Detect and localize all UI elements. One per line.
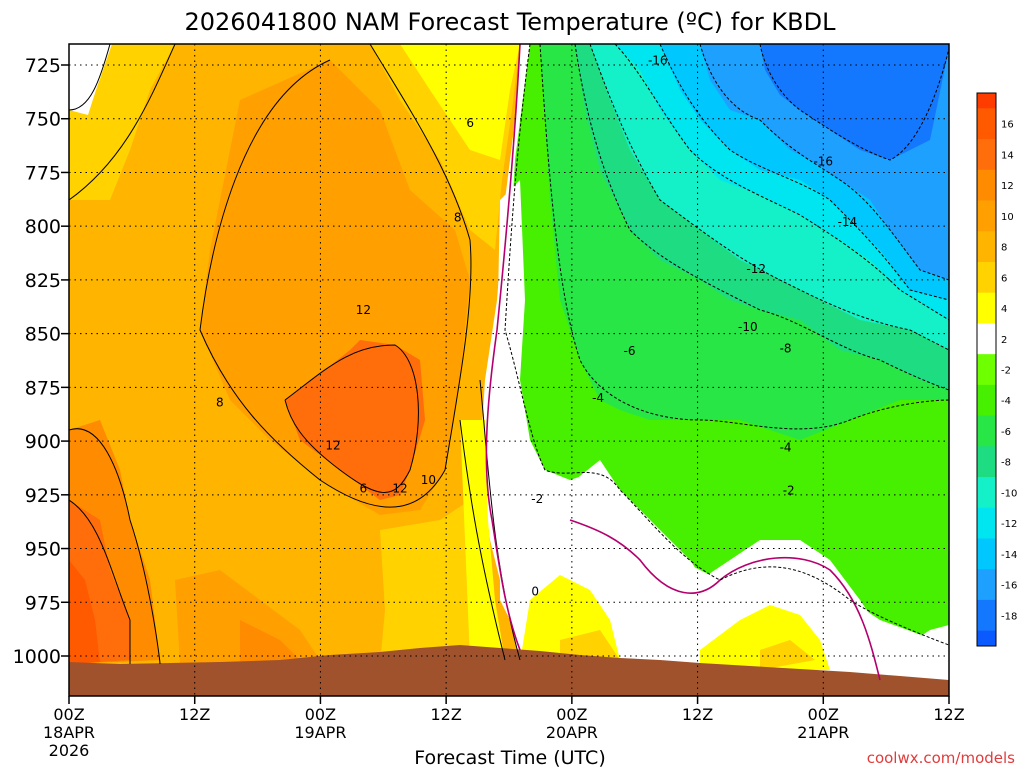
- contour-label: -2: [531, 492, 543, 506]
- y-tick-label: 800: [25, 216, 61, 238]
- colorbar-label: -14: [1001, 550, 1017, 561]
- colorbar-label: 6: [1001, 273, 1007, 284]
- colorbar-swatch: [977, 569, 996, 601]
- plot-frame: [68, 43, 950, 697]
- terrain: [69, 645, 949, 696]
- y-axis: 725 750 775 800 825 850 875 900 925 950 975 1000: [13, 55, 69, 668]
- colorbar-swatch: [977, 169, 996, 202]
- contour-label: -2: [783, 484, 795, 498]
- x-tick-label: 00Z: [556, 705, 587, 724]
- x-tick-label: 12Z: [430, 705, 461, 724]
- y-tick-label: 975: [25, 592, 61, 614]
- colorbar-label: 16: [1001, 120, 1014, 131]
- colorbar-label: -18: [1001, 611, 1017, 622]
- y-tick-label: 875: [25, 377, 61, 399]
- x-tick-date-label: 21APR: [797, 723, 849, 742]
- colorbar-label: 10: [1001, 212, 1014, 223]
- x-tick-date-label: 20APR: [546, 723, 598, 742]
- colorbar-legend: 16 14 12 10 8 6 4 2 -2 -4 -6 -8 -10 -12 -14 -16 -18: [976, 92, 1017, 647]
- contour-label: -16: [648, 54, 668, 68]
- colorbar-swatch: [977, 538, 996, 570]
- contour-label: -14: [838, 215, 858, 229]
- negative-contours: [504, 44, 949, 646]
- colorbar-label: 8: [1001, 243, 1007, 254]
- contour-label: -6: [623, 344, 635, 358]
- contour-label: -16: [813, 155, 833, 169]
- colorbar-label: 2: [1001, 335, 1007, 346]
- colorbar-swatch: [977, 599, 996, 632]
- colorbar-swatch: [977, 231, 996, 263]
- contour-labels: 6 8 12 8 12 10 12 6 -2 0 -16 -16 -14 -12 -10 -8 -6 -4 -4 -2: [216, 54, 857, 599]
- contour-label: 8: [216, 395, 224, 409]
- colorbar-label: 12: [1001, 181, 1014, 192]
- x-tick-label: 00Z: [808, 705, 839, 724]
- y-tick-label: 950: [25, 539, 61, 561]
- y-tick-label: 725: [25, 55, 61, 77]
- x-tick-label: 00Z: [53, 705, 84, 724]
- x-tick-label: 00Z: [305, 705, 336, 724]
- contour-label: -10: [738, 320, 758, 334]
- colorbar-label: -16: [1001, 581, 1017, 592]
- colorbar-swatch: [977, 354, 996, 386]
- x-tick-label: 12Z: [933, 705, 964, 724]
- contour-label: 12: [356, 303, 371, 317]
- colorbar-swatch: [977, 415, 996, 447]
- y-tick-label: 750: [25, 109, 61, 131]
- contour-label: 12: [392, 481, 407, 495]
- colorbar-label: -10: [1001, 488, 1017, 499]
- colorbar-swatch-bottom: [977, 630, 996, 646]
- y-tick-label: 825: [25, 270, 61, 292]
- contour-label: -4: [592, 391, 604, 405]
- colorbar-label: -4: [1001, 396, 1011, 407]
- colorbar-swatch: [977, 200, 996, 232]
- temperature-field: [69, 44, 949, 696]
- x-tick-label: 12Z: [682, 705, 713, 724]
- colorbar-swatch: [977, 384, 996, 417]
- credit-text: coolwx.com/models: [867, 749, 1015, 767]
- contour-label: -8: [780, 342, 792, 356]
- grid: [69, 44, 949, 696]
- colorbar-swatch: [977, 477, 996, 509]
- colorbar-frame: [976, 92, 997, 647]
- colorbar-swatch: [977, 108, 996, 140]
- colorbar-label: -8: [1001, 458, 1011, 469]
- colorbar-swatch: [977, 323, 996, 355]
- colorbar-swatch: [977, 261, 996, 294]
- x-tick-date-label: 19APR: [294, 723, 346, 742]
- x-tick-label: 12Z: [179, 705, 210, 724]
- colorbar-label: 14: [1001, 150, 1014, 161]
- contour-label: 10: [421, 473, 436, 487]
- colorbar-label: -12: [1001, 519, 1017, 530]
- colorbar-swatch-top: [977, 93, 996, 109]
- contour-label: 8: [454, 211, 462, 225]
- x-tick-date-label: 18APR: [43, 723, 95, 742]
- x-tick-year-label: 2026: [49, 741, 90, 760]
- y-tick-label: 775: [25, 162, 61, 184]
- colorbar-swatch: [977, 292, 996, 324]
- contour-label: -12: [746, 262, 766, 276]
- freezing-line: [485, 44, 881, 681]
- contour-label: -4: [780, 441, 792, 455]
- y-tick-label: 900: [25, 431, 61, 453]
- x-axis-label: Forecast Time (UTC): [414, 747, 605, 768]
- colorbar-swatch: [977, 446, 996, 478]
- colorbar-label: -2: [1001, 366, 1011, 377]
- y-tick-label: 925: [25, 485, 61, 507]
- chart-title: 2026041800 NAM Forecast Temperature (ºC)…: [185, 8, 837, 36]
- colorbar-label: -6: [1001, 427, 1011, 438]
- contour-lines: [69, 44, 521, 665]
- contour-label: 6: [466, 116, 474, 130]
- y-tick-label: 850: [25, 324, 61, 346]
- contour-label: 6: [360, 481, 368, 495]
- contour-label: 12: [325, 438, 340, 452]
- colorbar-label: 4: [1001, 304, 1007, 315]
- colorbar-swatch: [977, 507, 996, 539]
- contour-label: 0: [531, 585, 539, 599]
- colorbar-swatch: [977, 139, 996, 171]
- y-tick-label: 1000: [13, 646, 61, 668]
